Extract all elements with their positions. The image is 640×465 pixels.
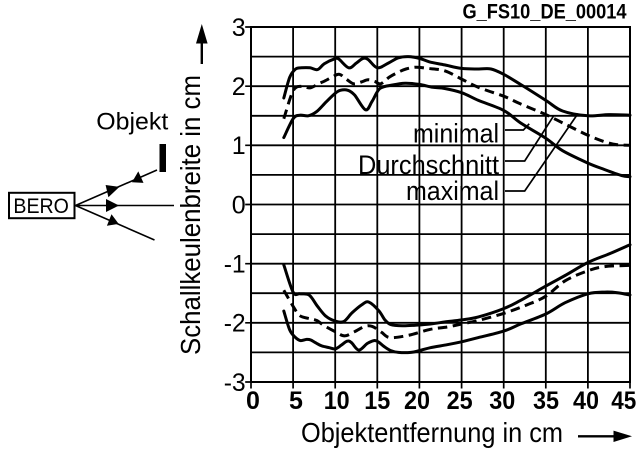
- svg-text:5: 5: [289, 387, 303, 415]
- svg-text:G_FS10_DE_00014: G_FS10_DE_00014: [463, 1, 627, 24]
- svg-text:35: 35: [533, 387, 559, 415]
- svg-text:Objektentfernung in cm: Objektentfernung in cm: [301, 417, 563, 448]
- svg-text:45: 45: [611, 387, 636, 415]
- svg-text:15: 15: [364, 387, 390, 415]
- svg-text:0: 0: [246, 387, 260, 415]
- svg-text:Durchschnitt: Durchschnitt: [358, 150, 499, 180]
- svg-text:2: 2: [232, 73, 246, 101]
- svg-text:10: 10: [324, 387, 350, 415]
- svg-text:Schallkeulenbreite in cm: Schallkeulenbreite in cm: [175, 75, 206, 355]
- svg-text:40: 40: [573, 387, 599, 415]
- svg-text:1: 1: [232, 132, 246, 160]
- svg-text:3: 3: [232, 14, 246, 42]
- svg-text:Objekt: Objekt: [96, 109, 168, 136]
- svg-text:-1: -1: [224, 251, 246, 279]
- svg-text:25: 25: [447, 387, 473, 415]
- svg-text:maximal: maximal: [406, 176, 499, 206]
- svg-text:30: 30: [489, 387, 515, 415]
- svg-text:0: 0: [232, 191, 246, 219]
- svg-text:minimal: minimal: [413, 119, 499, 149]
- svg-text:-2: -2: [224, 310, 246, 338]
- svg-text:-3: -3: [224, 369, 246, 397]
- svg-text:BERO: BERO: [13, 194, 69, 218]
- svg-text:20: 20: [404, 387, 430, 415]
